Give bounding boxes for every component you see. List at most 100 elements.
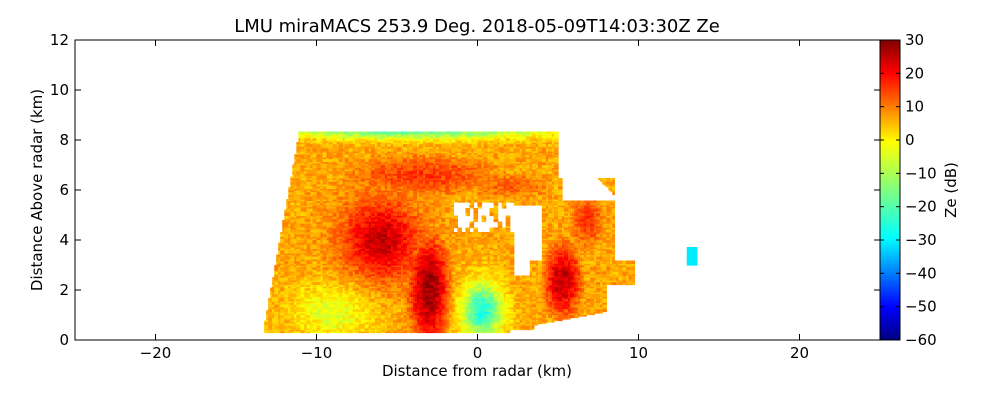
ze-cell <box>300 316 304 319</box>
ze-cell <box>350 202 354 205</box>
ze-cell <box>284 290 287 293</box>
ze-cell <box>296 154 299 157</box>
ze-cell <box>316 202 320 205</box>
ze-cell <box>306 131 310 134</box>
ze-cell <box>340 247 344 250</box>
ze-cell <box>306 142 310 145</box>
ze-cell <box>352 209 356 212</box>
ze-cell <box>308 292 312 295</box>
ze-cell <box>300 281 304 284</box>
ze-cell <box>330 260 334 263</box>
ze-cell <box>326 142 330 145</box>
ze-cell <box>350 316 354 319</box>
ze-cell <box>304 250 308 253</box>
ze-cell <box>280 310 283 313</box>
ze-cell <box>286 224 289 227</box>
ze-cell <box>304 265 308 268</box>
ze-cell <box>340 271 344 274</box>
ze-cell <box>318 229 322 232</box>
ze-cell <box>270 314 273 317</box>
ze-cell <box>336 283 340 286</box>
ze-cell <box>292 238 295 241</box>
ze-cell <box>318 215 322 218</box>
ze-cell <box>344 278 348 281</box>
ze-cell <box>346 172 350 175</box>
ze-cell <box>340 260 344 263</box>
ze-cell <box>308 245 312 248</box>
ze-cell <box>340 275 344 278</box>
ze-cell <box>338 206 342 209</box>
ze-cell <box>286 227 289 230</box>
ze-cell <box>290 238 293 241</box>
ze-cell <box>330 226 334 229</box>
ze-cell <box>264 328 267 331</box>
ze-cell <box>312 314 316 317</box>
ze-cell <box>344 313 348 316</box>
ze-cell <box>348 155 352 158</box>
ze-cell <box>310 253 314 256</box>
ze-cell <box>328 244 332 247</box>
ze-cell <box>336 170 340 173</box>
ze-cell <box>354 220 358 223</box>
ze-cell <box>306 256 310 259</box>
ze-cell <box>288 188 291 191</box>
ze-cell <box>300 310 304 313</box>
ze-cell <box>264 323 267 326</box>
ze-cell <box>340 212 344 215</box>
ze-cell <box>334 331 338 334</box>
ze-cell <box>306 311 310 314</box>
ze-cell <box>316 284 320 287</box>
ze-cell <box>312 157 316 160</box>
ze-cell <box>322 193 326 196</box>
ze-cell <box>328 214 332 217</box>
ze-cell <box>326 226 330 229</box>
ze-cell <box>308 289 312 292</box>
ze-cell <box>310 200 314 203</box>
ze-cell <box>334 170 338 173</box>
ze-cell <box>346 214 350 217</box>
ze-cell <box>320 251 324 254</box>
ze-cell <box>292 203 295 206</box>
ze-cell <box>302 221 306 224</box>
ze-cell <box>316 182 320 185</box>
ze-cell <box>294 284 297 287</box>
ze-cell <box>330 256 334 259</box>
ze-cell <box>274 320 277 323</box>
ze-cell <box>308 241 312 244</box>
ze-cell <box>278 320 281 323</box>
ze-cell <box>340 284 344 287</box>
ze-cell <box>342 254 346 257</box>
ze-cell <box>348 295 352 298</box>
ze-cell <box>328 187 332 190</box>
ze-cell <box>330 155 334 158</box>
ze-cell <box>308 163 312 166</box>
ze-cell <box>308 212 312 215</box>
ze-cell <box>304 223 308 226</box>
ze-cell <box>334 239 338 242</box>
ze-cell <box>304 205 308 208</box>
ze-cell <box>312 170 316 173</box>
ze-cell <box>342 286 346 289</box>
ze-cell <box>346 221 350 224</box>
ze-cell <box>296 167 299 170</box>
ze-cell <box>328 160 332 163</box>
ze-cell <box>330 292 334 295</box>
ze-cell <box>280 314 283 317</box>
ze-cell <box>308 181 312 184</box>
ze-cell <box>328 277 332 280</box>
ze-cell <box>304 277 308 280</box>
ze-cell <box>274 292 277 295</box>
ze-cell <box>324 182 328 185</box>
ze-cell <box>292 239 295 242</box>
ze-cell <box>328 149 332 152</box>
ze-cell <box>280 293 283 296</box>
ze-cell <box>312 295 316 298</box>
ze-cell <box>336 247 340 250</box>
ze-cell <box>328 259 332 262</box>
ze-cell <box>330 242 334 245</box>
ze-cell <box>336 176 340 179</box>
ze-cell <box>334 242 338 245</box>
ze-cell <box>354 188 358 191</box>
ze-cell <box>310 164 314 167</box>
ze-cell <box>328 229 332 232</box>
